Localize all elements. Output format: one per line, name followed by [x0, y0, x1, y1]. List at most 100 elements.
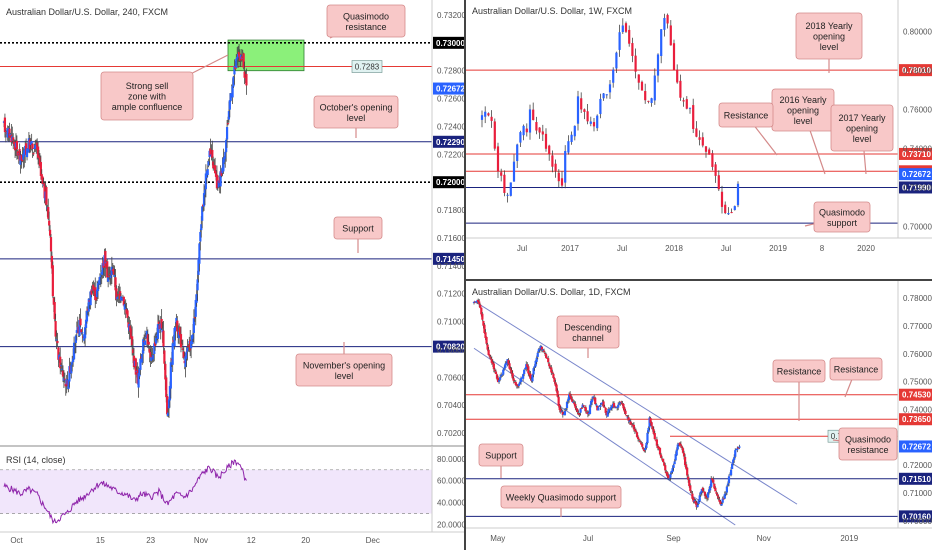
candle-body [651, 426, 654, 430]
price-tag [433, 340, 464, 353]
candle-body [656, 54, 660, 76]
candle-body [3, 117, 7, 133]
candle-body [181, 348, 184, 350]
candle-body [624, 410, 627, 415]
candle-body [647, 427, 650, 433]
candle-body [685, 99, 688, 109]
candle-body [137, 373, 140, 388]
callout-text: Strong sell [126, 81, 169, 91]
candle-body [236, 56, 239, 60]
price-tick-label: 0.72800 [437, 67, 464, 76]
candle-body [500, 172, 503, 176]
price-tag [899, 413, 932, 426]
candle-body [30, 141, 33, 145]
candle-body [186, 347, 189, 352]
candle-body [525, 128, 528, 133]
candle-body [43, 183, 46, 199]
candle-body [143, 340, 147, 346]
price-tick-label: 0.77000 [903, 322, 932, 331]
candle-body [162, 330, 165, 347]
candle-body [56, 340, 59, 344]
candle-body [98, 276, 101, 285]
candle-body [676, 69, 679, 83]
candle-body [494, 371, 498, 375]
daily-chart[interactable]: 0.745300.736500.73040.726720.715100.7016… [466, 281, 932, 550]
price-tag-label: 0.72672 [902, 170, 931, 179]
candle-body [560, 178, 564, 186]
panel-divider-horizontal[interactable] [466, 279, 932, 281]
callout: Support [478, 443, 524, 478]
candle-body [488, 354, 491, 357]
candle-body [573, 125, 576, 137]
candle-body [243, 71, 246, 78]
candle-body [722, 498, 725, 500]
candle-body [576, 409, 579, 413]
candle-body [245, 73, 248, 86]
candle-body [621, 403, 624, 405]
daily-chart-panel[interactable]: 0.745300.736500.73040.726720.715100.7016… [466, 281, 932, 550]
candle-body [481, 313, 484, 320]
candle-body [570, 396, 573, 400]
candle-body [621, 25, 624, 33]
candle-body [544, 133, 548, 149]
candle-body [512, 378, 515, 382]
callout-text: zone with [128, 92, 166, 102]
weekly-chart-panel[interactable]: 0.780100.737100.728200.726720.719900.701… [466, 0, 932, 279]
callout-text: opening [813, 32, 845, 42]
candle-body [198, 243, 201, 264]
candle-body [493, 121, 496, 149]
candle-body [643, 449, 646, 452]
candle-body [6, 128, 9, 138]
price-tag [433, 36, 464, 49]
candle-body [490, 116, 493, 121]
candle-body [666, 472, 669, 477]
price-tag-label: 0.72000 [436, 178, 464, 187]
panel-divider-vertical[interactable] [464, 0, 466, 550]
price-tag [899, 147, 932, 160]
candle-body [79, 318, 82, 326]
callout-text: Quasimodo [845, 434, 891, 444]
candle-body [704, 495, 708, 498]
time-tick-label: May [490, 534, 505, 543]
candle-body [540, 346, 544, 350]
price-tick-label: 0.72200 [437, 150, 464, 159]
weekly-chart[interactable]: 0.780100.737100.728200.726720.719900.701… [466, 0, 932, 279]
candle-body [541, 131, 544, 135]
candle-body [534, 360, 537, 367]
candle-body [81, 332, 84, 334]
candle-body [531, 374, 534, 382]
callout-box [333, 216, 383, 240]
candle-body [663, 17, 666, 30]
candle-body [213, 165, 217, 174]
callout: Resistance [772, 359, 826, 421]
candle-body [535, 357, 538, 362]
candle-body [606, 411, 609, 417]
candle-body [615, 52, 618, 69]
candle-body [574, 403, 577, 408]
candle-body [565, 401, 569, 409]
candles [2, 43, 248, 419]
candle-body [502, 369, 505, 375]
candle-body [48, 220, 51, 226]
candle-body [145, 330, 148, 337]
price-tick-label: 0.72000 [903, 183, 932, 192]
price-tag [899, 168, 932, 181]
candle-body [696, 504, 699, 508]
candle-body [573, 402, 576, 405]
candle-body [603, 406, 606, 408]
h4-chart-panel[interactable]: 0.73000 0.7283 0.72672 0.72290 0.72000 0.7145… [0, 0, 464, 550]
candle-body [167, 399, 171, 409]
candle-body [191, 334, 195, 339]
h4-chart[interactable]: 0.73000 0.7283 0.72672 0.72290 0.72000 0.7145… [0, 0, 464, 550]
price-tick-label: 0.71800 [437, 206, 464, 215]
candle-body [701, 137, 704, 146]
candle-body [655, 439, 658, 446]
candle-body [619, 402, 622, 404]
candle-body [497, 380, 501, 382]
candle-body [537, 349, 540, 353]
candle-body [563, 411, 567, 416]
candle-body [496, 377, 500, 383]
candle-body [597, 407, 600, 411]
candle-body [636, 436, 640, 439]
price-tag-label: 0.72290 [436, 138, 464, 147]
